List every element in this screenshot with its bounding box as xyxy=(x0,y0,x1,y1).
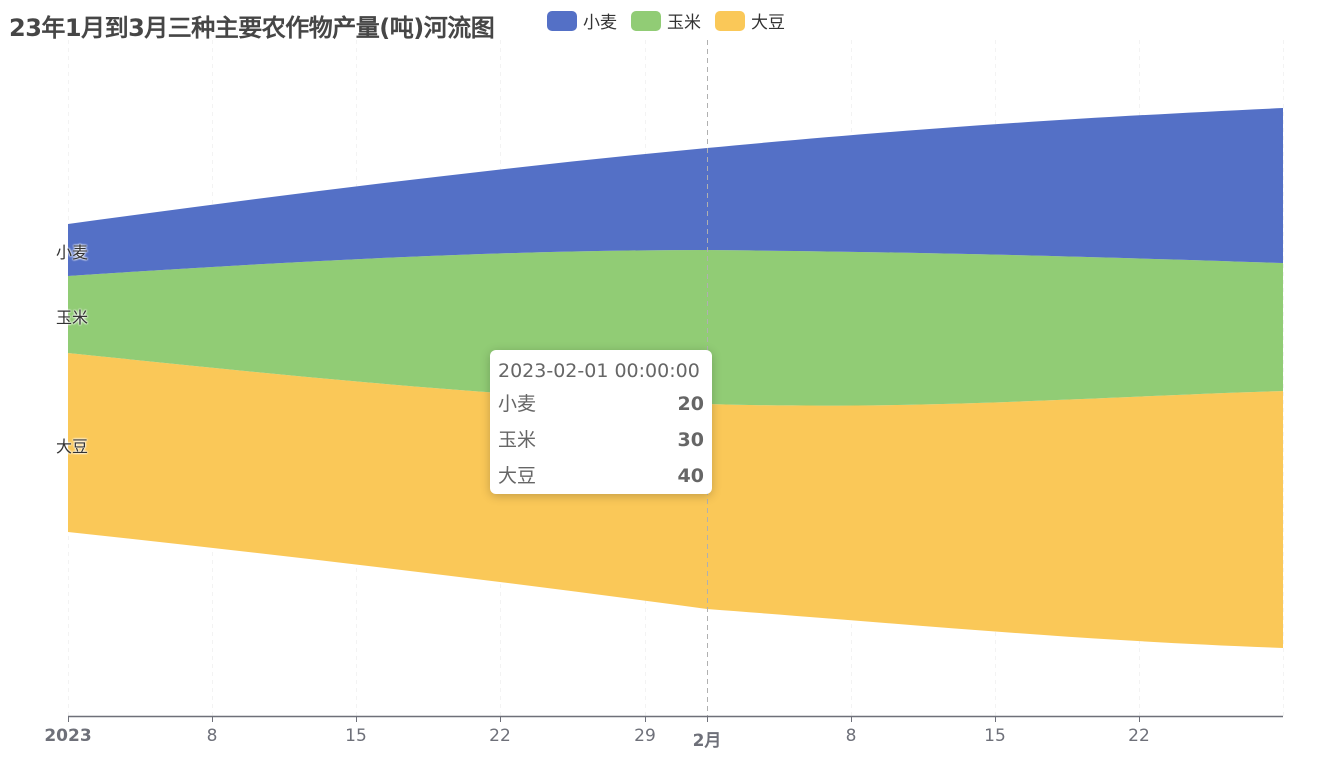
x-tick-label: 2月 xyxy=(692,731,722,751)
legend-label: 大豆 xyxy=(751,13,785,33)
tooltip-series-value: 40 xyxy=(677,465,704,487)
tooltip-series-name: 小麦 xyxy=(498,393,537,415)
x-axis-ticks xyxy=(68,716,1140,722)
stream-wheat[interactable] xyxy=(68,108,1283,276)
legend: 小麦 玉米 大豆 xyxy=(547,8,799,33)
legend-swatch-corn xyxy=(631,10,661,31)
x-tick-label: 22 xyxy=(1128,726,1150,746)
legend-label: 小麦 xyxy=(583,13,617,33)
x-tick-label: 8 xyxy=(206,726,218,746)
tooltip-row-corn: 玉米 30 xyxy=(498,422,704,458)
legend-item-soybean[interactable]: 大豆 xyxy=(715,8,785,33)
legend-item-corn[interactable]: 玉米 xyxy=(631,8,701,33)
tooltip-header: 2023-02-01 00:00:00 xyxy=(498,360,700,382)
x-tick-label: 8 xyxy=(845,726,857,746)
tooltip-series-value: 20 xyxy=(677,393,704,415)
legend-swatch-wheat xyxy=(547,10,577,31)
x-tick-label: 15 xyxy=(345,726,367,746)
tooltip-series-name: 大豆 xyxy=(498,465,537,487)
river-label-soybean: 大豆 xyxy=(56,437,89,456)
legend-swatch-soybean xyxy=(715,10,745,31)
tooltip-row-wheat: 小麦 20 xyxy=(498,386,704,422)
x-tick-label: 29 xyxy=(634,726,656,746)
x-tick-label: 2023 xyxy=(44,726,92,746)
river-label-corn: 玉米 xyxy=(56,308,89,327)
x-tick-label: 22 xyxy=(489,726,511,746)
legend-item-wheat[interactable]: 小麦 xyxy=(547,8,617,33)
x-tick-label: 15 xyxy=(984,726,1006,746)
tooltip-series-value: 30 xyxy=(677,429,704,451)
stream-soybean[interactable] xyxy=(68,353,1283,648)
tooltip: 2023-02-01 00:00:00 小麦 20 玉米 30 大豆 40 xyxy=(490,350,712,494)
chart-title: 23年1月到3月三种主要农作物产量(吨)河流图 xyxy=(9,14,495,42)
tooltip-row-soybean: 大豆 40 xyxy=(498,458,704,494)
stream-corn[interactable] xyxy=(68,250,1283,406)
legend-label: 玉米 xyxy=(667,13,701,33)
tooltip-series-name: 玉米 xyxy=(498,429,537,451)
river-label-wheat: 小麦 xyxy=(56,243,89,262)
